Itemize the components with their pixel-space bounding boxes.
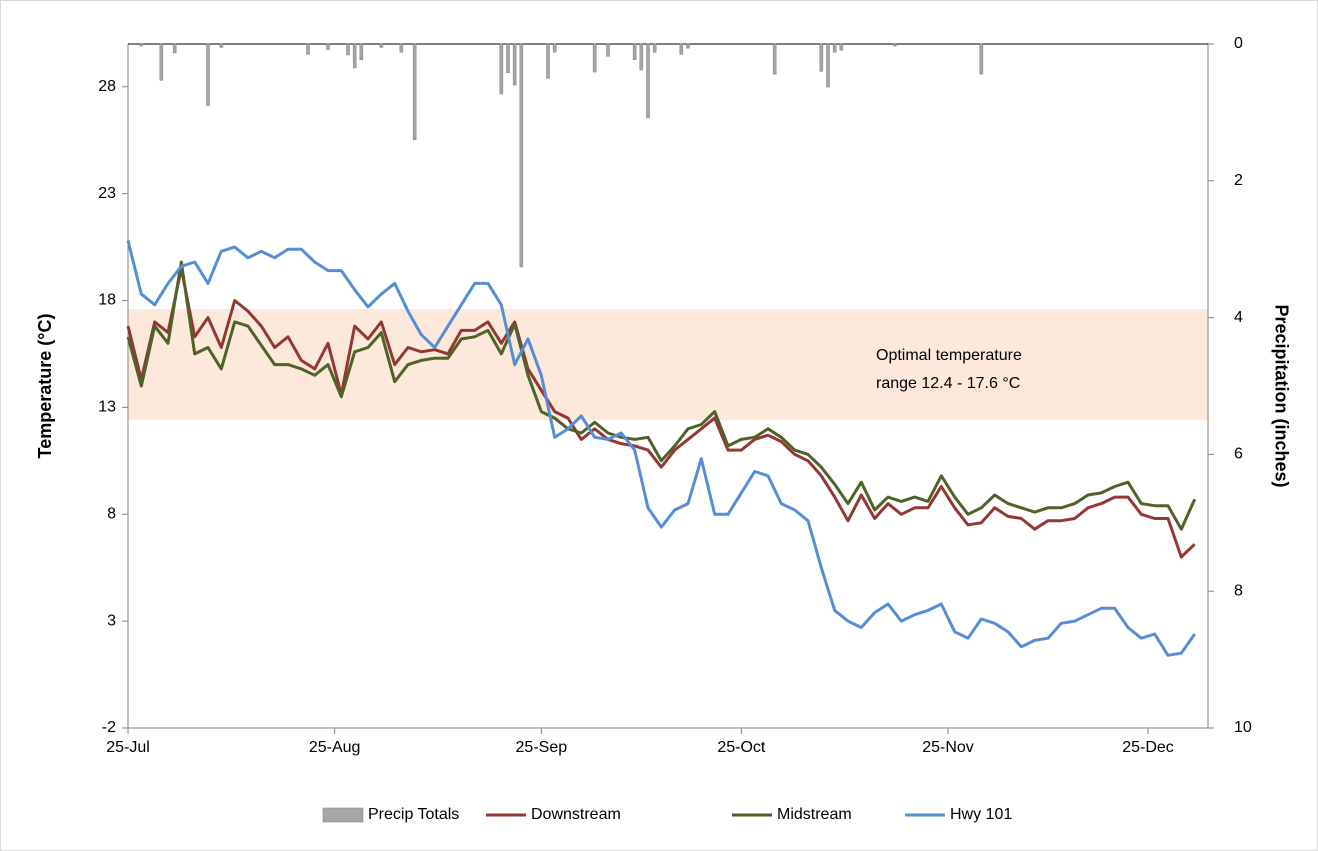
precip-bar <box>606 43 610 57</box>
precip-bar <box>399 43 404 53</box>
precip-bar <box>379 43 384 48</box>
annotation: Optimal temperature <box>876 347 1022 364</box>
precip-bar <box>326 43 330 50</box>
precip-bar <box>646 43 650 119</box>
legend-swatch <box>322 807 364 823</box>
x-tick-label: 25-Sep <box>516 739 568 756</box>
y-axis-title: Temperature (°C) <box>35 314 55 459</box>
precip-bar <box>506 43 510 73</box>
y-tick-label: 28 <box>98 78 116 95</box>
precip-bar <box>546 43 550 79</box>
y2-tick-label: 10 <box>1234 719 1252 736</box>
precip-bar <box>592 43 597 73</box>
y2-axis-title: Precipitation (inches) <box>1271 304 1291 487</box>
precip-bar <box>512 43 517 86</box>
precip-bar <box>979 43 984 75</box>
precip-bar <box>679 43 684 55</box>
precip-bar <box>499 43 504 95</box>
y2-tick-label: 4 <box>1234 309 1243 326</box>
precip-bar <box>892 43 897 47</box>
legend-label: Midstream <box>777 806 852 823</box>
precip-bar <box>519 43 524 268</box>
x-tick-label: 25-Aug <box>309 739 361 756</box>
precip-bar <box>772 43 777 75</box>
series-line <box>126 260 1197 531</box>
legend-label: Hwy 101 <box>950 806 1012 823</box>
series-line <box>126 240 1196 657</box>
precip-bar <box>826 43 830 88</box>
precip-bar <box>346 43 350 56</box>
y-tick-label: 13 <box>98 399 116 416</box>
precip-bar <box>552 43 557 53</box>
y-tick-label: 23 <box>98 185 116 202</box>
precip-bar <box>219 43 224 48</box>
precip-bar <box>839 43 844 51</box>
x-tick-label: 25-Jul <box>106 739 150 756</box>
annotation: range 12.4 - 17.6 °C <box>876 375 1020 392</box>
y-tick-label: 3 <box>107 612 116 629</box>
precip-bar <box>172 43 177 54</box>
precip-bar <box>206 43 210 106</box>
precip-bar <box>159 43 164 81</box>
precip-bar <box>306 43 310 55</box>
precip-bar <box>819 43 824 72</box>
precip-bar <box>359 43 364 60</box>
precip-bar <box>139 43 144 47</box>
y2-tick-label: 0 <box>1234 35 1243 52</box>
legend-label: Downstream <box>531 806 621 823</box>
y-tick-label: -2 <box>102 719 116 736</box>
precip-bar <box>639 43 644 71</box>
precip-bar <box>652 43 657 53</box>
x-tick-label: 25-Nov <box>922 739 974 756</box>
precip-bar <box>832 43 837 53</box>
precip-bar <box>412 43 417 141</box>
precip-bar <box>632 43 637 60</box>
x-tick-label: 25-Oct <box>717 739 766 756</box>
series-line <box>126 266 1196 559</box>
legend-label: Precip Totals <box>368 806 459 823</box>
y2-tick-label: 6 <box>1234 446 1243 463</box>
x-tick-label: 25-Dec <box>1122 739 1174 756</box>
y2-tick-label: 8 <box>1234 582 1243 599</box>
precip-bar <box>352 43 357 69</box>
y-tick-label: 8 <box>107 505 116 522</box>
y-tick-label: 18 <box>98 292 116 309</box>
y2-tick-label: 2 <box>1234 172 1243 189</box>
precip-bar <box>686 43 690 49</box>
